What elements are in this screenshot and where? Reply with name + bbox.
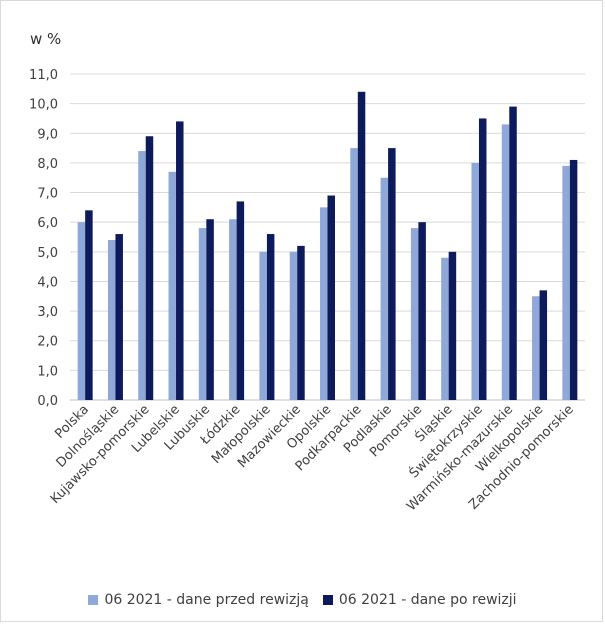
bar-after — [85, 210, 93, 400]
bar-after — [266, 234, 275, 400]
y-tick-label: 11,0 — [29, 68, 58, 83]
y-tick-label: 6,0 — [37, 216, 58, 231]
bar-before — [320, 207, 328, 400]
bar-before — [471, 162, 479, 400]
bar-before — [441, 257, 449, 400]
bar-after — [145, 136, 154, 400]
bar-before — [168, 171, 177, 400]
bar-after — [569, 159, 578, 400]
y-tick-label: 3,0 — [37, 305, 58, 320]
bar-after — [418, 222, 426, 400]
y-unit-label: w % — [30, 30, 62, 48]
bar-after — [478, 118, 487, 401]
y-tick-label: 5,0 — [37, 246, 58, 261]
bar-before — [259, 251, 267, 400]
y-tick-label: 2,0 — [37, 335, 58, 350]
legend-item-before: 06 2021 - dane przed rewizją — [88, 592, 309, 608]
bar-before — [107, 239, 116, 400]
bar-after — [509, 106, 517, 400]
bar-after — [115, 234, 123, 400]
legend-swatch-after — [322, 595, 333, 605]
bar-before — [410, 228, 419, 400]
bar-before — [229, 219, 237, 400]
bar-after — [297, 245, 305, 400]
legend-swatch-before — [88, 595, 99, 605]
bar-before — [289, 251, 298, 400]
bar-before — [501, 124, 510, 400]
y-tick-label: 0,0 — [37, 394, 58, 409]
y-tick-label: 1,0 — [37, 364, 58, 379]
legend-label-before: 06 2021 - dane przed rewizją — [104, 592, 309, 608]
bar-before — [380, 177, 389, 400]
bar-before — [77, 222, 86, 400]
bar-after — [206, 219, 214, 400]
bar-before — [350, 148, 358, 400]
legend: 06 2021 - dane przed rewizją 06 2021 - d… — [0, 592, 605, 608]
bar-before — [562, 165, 570, 400]
bar-after — [539, 290, 548, 400]
bar-before — [198, 228, 207, 400]
legend-item-after: 06 2021 - dane po rewizji — [322, 592, 517, 608]
y-tick-label: 9,0 — [37, 127, 58, 142]
bar-after — [176, 121, 184, 400]
bar-after — [448, 251, 457, 400]
y-tick-label: 4,0 — [37, 275, 58, 290]
bar-after — [357, 91, 366, 401]
y-tick-label: 8,0 — [37, 157, 58, 172]
bar-after — [327, 195, 335, 400]
bar-before — [532, 296, 540, 400]
bar-after — [388, 148, 396, 400]
y-tick-label: 7,0 — [37, 187, 58, 202]
bar-after — [236, 201, 245, 400]
bar-before — [138, 151, 146, 400]
legend-label-after: 06 2021 - dane po rewizji — [338, 592, 517, 608]
y-tick-label: 10,0 — [29, 98, 58, 113]
